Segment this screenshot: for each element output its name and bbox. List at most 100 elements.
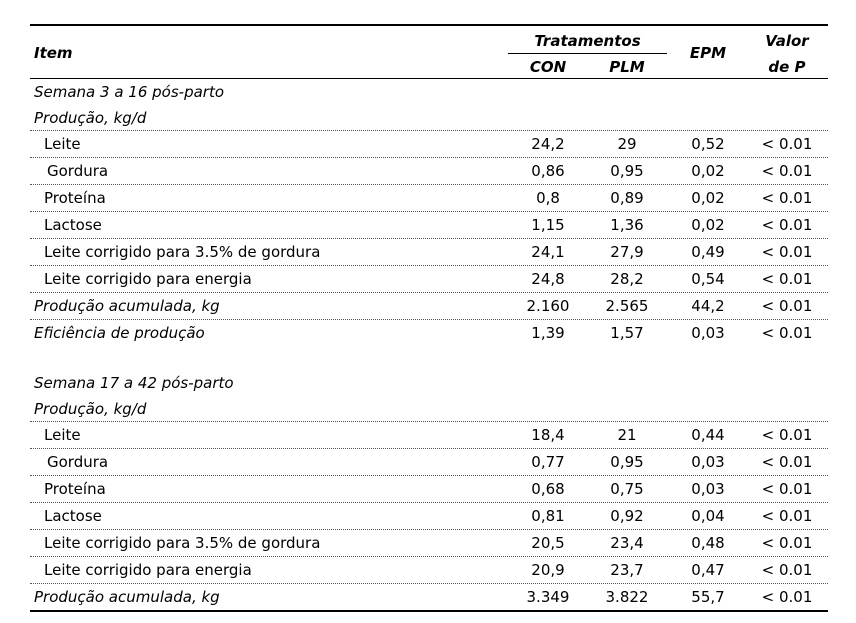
plm-value: 27,9 (610, 243, 644, 261)
p-value: < 0.01 (761, 426, 813, 444)
section-title-row: Semana 17 a 42 pós-parto (30, 370, 828, 396)
table-row: Leite corrigido para energia 20,9 23,7 0,47… (30, 557, 828, 584)
con-value: 1,15 (531, 216, 565, 234)
header-de-p: de P (768, 58, 806, 76)
table-row: Gordura 0,86 0,95 0,02 < 0.01 (30, 158, 828, 185)
epm-value: 44,2 (691, 297, 725, 315)
plm-value: 0,75 (610, 480, 644, 498)
plm-value: 21 (617, 426, 637, 444)
table-row: Produção acumulada, kg 2.160 2.565 44,2 < 0.… (30, 293, 828, 320)
row-label: Proteína (44, 480, 106, 498)
p-value: < 0.01 (761, 534, 813, 552)
epm-value: 0,48 (691, 534, 725, 552)
section-spacer (30, 346, 828, 370)
epm-value: 0,04 (691, 507, 725, 525)
table-row: Lactose 1,15 1,36 0,02 < 0.01 (30, 212, 828, 239)
p-value: < 0.01 (761, 507, 813, 525)
epm-value: 0,03 (691, 453, 725, 471)
row-label: Lactose (44, 216, 102, 234)
table-bottom-rule (30, 610, 828, 612)
con-value: 20,5 (531, 534, 565, 552)
epm-value: 0,52 (691, 135, 725, 153)
con-value: 0,81 (531, 507, 565, 525)
p-value: < 0.01 (761, 135, 813, 153)
row-label: Leite corrigido para 3.5% de gordura (44, 534, 321, 552)
p-value: < 0.01 (761, 324, 813, 342)
epm-value: 0,03 (691, 480, 725, 498)
plm-value: 23,4 (610, 534, 644, 552)
table-row: Lactose 0,81 0,92 0,04 < 0.01 (30, 503, 828, 530)
p-value: < 0.01 (761, 189, 813, 207)
header-con: CON (529, 58, 567, 76)
plm-value: 1,57 (610, 324, 644, 342)
plm-value: 1,36 (610, 216, 644, 234)
row-label: Produção acumulada, kg (34, 297, 220, 315)
row-label: Produção acumulada, kg (34, 588, 220, 606)
table-row: Proteína 0,8 0,89 0,02 < 0.01 (30, 185, 828, 212)
table-row: Leite corrigido para 3.5% de gordura 20,5… (30, 530, 828, 557)
row-label: Gordura (47, 162, 109, 180)
header-epm: EPM (689, 44, 727, 62)
header-valor: Valor (765, 32, 809, 50)
plm-value: 29 (617, 135, 637, 153)
section-subtitle-row: Produção, kg/d (30, 105, 828, 131)
epm-value: 0,44 (691, 426, 725, 444)
table-row: Leite corrigido para 3.5% de gordura 24,1… (30, 239, 828, 266)
row-label: Eficiência de produção (34, 324, 205, 342)
con-value: 0,86 (531, 162, 565, 180)
row-label: Leite corrigido para energia (44, 561, 252, 579)
row-label: Leite (44, 426, 81, 444)
p-value: < 0.01 (761, 162, 813, 180)
epm-value: 0,02 (691, 162, 725, 180)
table-row: Leite corrigido para energia 24,8 28,2 0,54… (30, 266, 828, 293)
con-value: 24,8 (531, 270, 565, 288)
plm-value: 0,95 (610, 162, 644, 180)
p-value: < 0.01 (761, 216, 813, 234)
table-row: Produção acumulada, kg 3.349 3.822 55,7 < 0.… (30, 584, 828, 610)
con-value: 0,77 (531, 453, 565, 471)
header-bottom-rule (30, 78, 828, 79)
table-row: Proteína 0,68 0,75 0,03 < 0.01 (30, 476, 828, 503)
section-title: Semana 3 a 16 pós-parto (34, 83, 225, 101)
con-value: 18,4 (531, 426, 565, 444)
con-value: 3.349 (526, 588, 570, 606)
con-value: 24,1 (531, 243, 565, 261)
epm-value: 0,02 (691, 189, 725, 207)
epm-value: 0,03 (691, 324, 725, 342)
section-subtitle: Produção, kg/d (34, 109, 147, 127)
p-value: < 0.01 (761, 243, 813, 261)
p-value: < 0.01 (761, 561, 813, 579)
epm-value: 55,7 (691, 588, 725, 606)
p-value: < 0.01 (761, 588, 813, 606)
epm-value: 0,47 (691, 561, 725, 579)
header-item: Item (34, 44, 73, 62)
row-label: Proteína (44, 189, 106, 207)
con-value: 20,9 (531, 561, 565, 579)
con-value: 24,2 (531, 135, 565, 153)
plm-value: 2.565 (605, 297, 649, 315)
section-subtitle: Produção, kg/d (34, 400, 147, 418)
epm-value: 0,02 (691, 216, 725, 234)
table-header: Item Tratamentos CON PLM EPM Valor de P (30, 26, 828, 78)
plm-value: 0,92 (610, 507, 644, 525)
plm-value: 23,7 (610, 561, 644, 579)
p-value: < 0.01 (761, 297, 813, 315)
header-tratamentos: Tratamentos (534, 32, 641, 50)
table-top-rule (30, 24, 828, 26)
table-row: Leite 18,4 21 0,44 < 0.01 (30, 422, 828, 449)
con-value: 1,39 (531, 324, 565, 342)
table-row: Gordura 0,77 0,95 0,03 < 0.01 (30, 449, 828, 476)
row-label: Leite corrigido para 3.5% de gordura (44, 243, 321, 261)
plm-value: 28,2 (610, 270, 644, 288)
tratamentos-rule (508, 53, 667, 54)
results-table: Item Tratamentos CON PLM EPM Valor de P … (30, 24, 828, 612)
p-value: < 0.01 (761, 480, 813, 498)
p-value: < 0.01 (761, 270, 813, 288)
row-label: Gordura (47, 453, 109, 471)
section-title: Semana 17 a 42 pós-parto (34, 374, 234, 392)
con-value: 2.160 (526, 297, 570, 315)
row-label: Leite (44, 135, 81, 153)
header-plm: PLM (609, 58, 645, 76)
p-value: < 0.01 (761, 453, 813, 471)
epm-value: 0,49 (691, 243, 725, 261)
